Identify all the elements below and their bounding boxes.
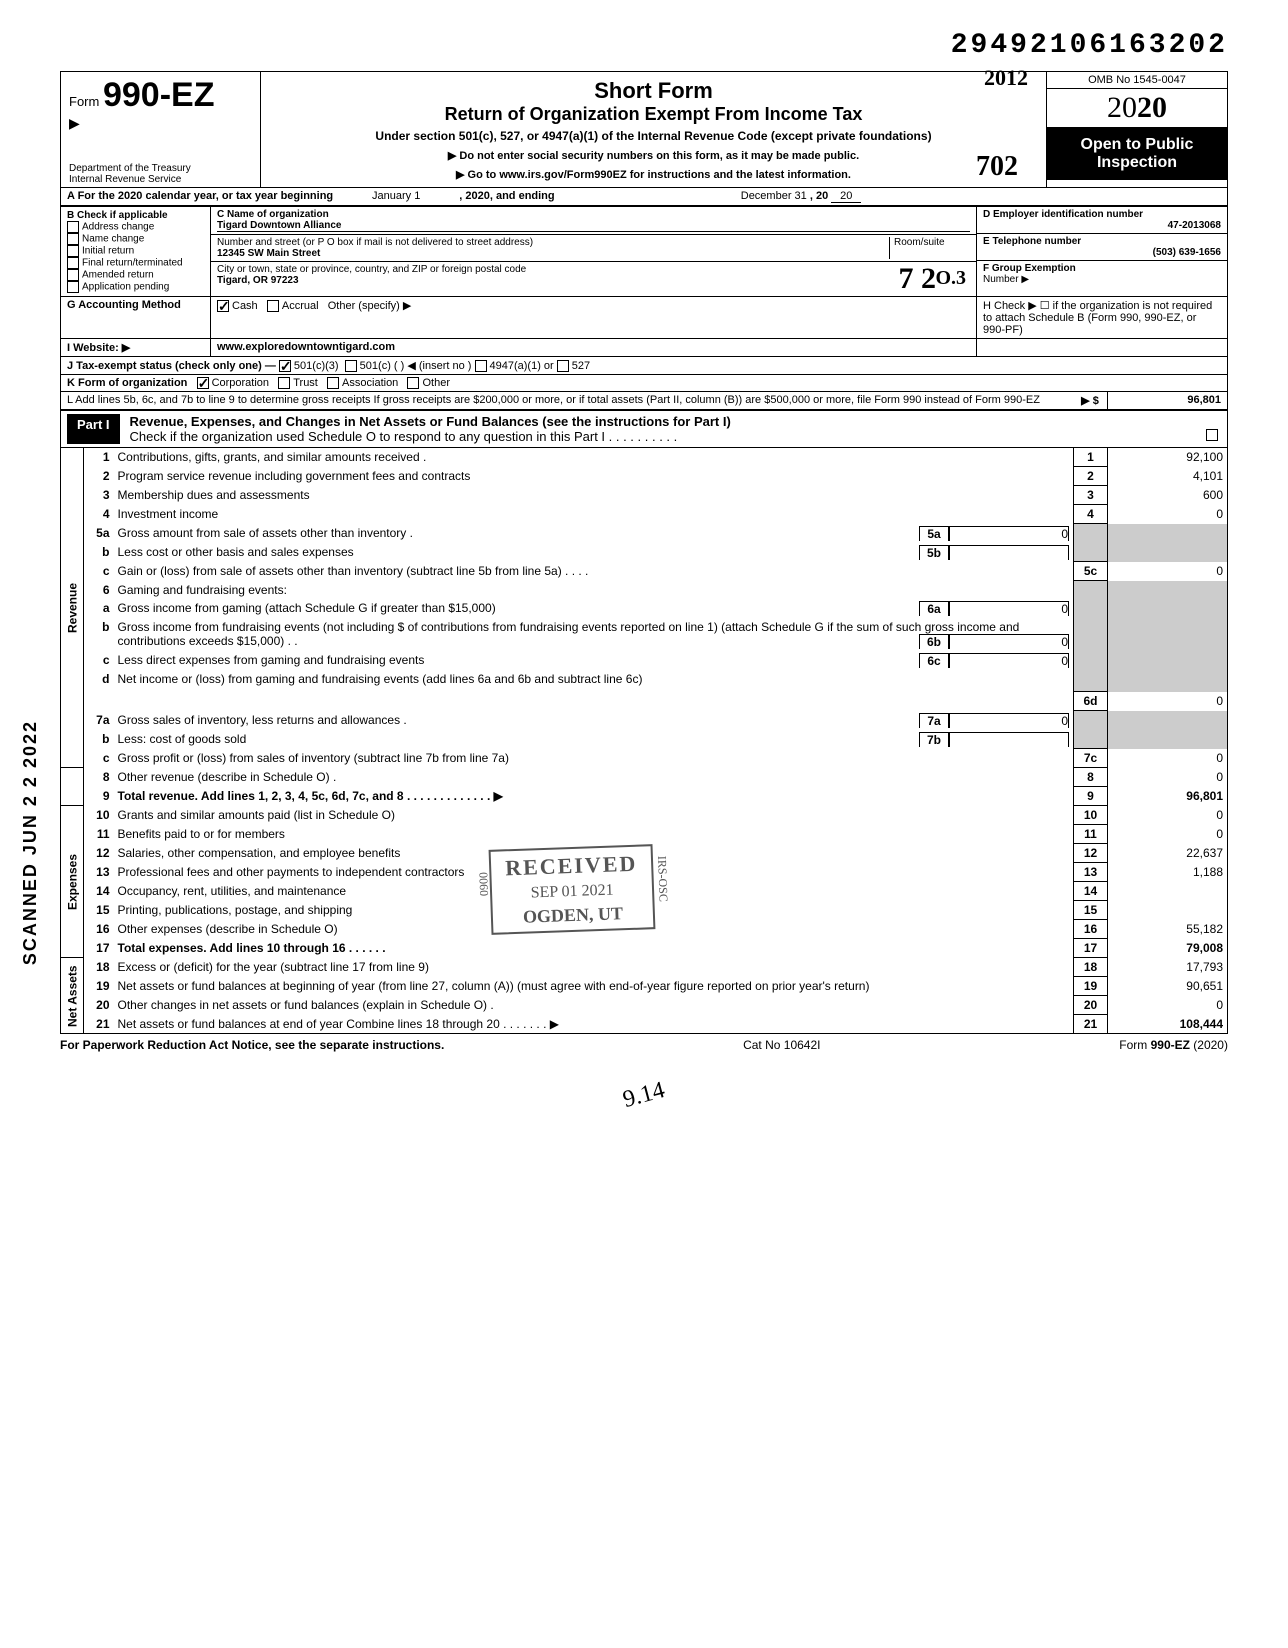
checkbox-initial-return: Initial return xyxy=(67,245,204,257)
line-g-h: G Accounting Method Cash Accrual Other (… xyxy=(60,296,1228,338)
dept-treasury: Department of the Treasury xyxy=(69,163,191,174)
accrual-checkbox[interactable] xyxy=(267,300,279,312)
omb-number: OMB No 1545-0047 xyxy=(1047,72,1227,89)
cash-checkbox[interactable] xyxy=(217,300,229,312)
line-j: J Tax-exempt status (check only one) — 5… xyxy=(60,356,1228,374)
open-inspection: Open to Public Inspection xyxy=(1047,128,1227,180)
line-l: L Add lines 5b, 6c, and 7b to line 9 to … xyxy=(60,391,1228,410)
checkbox-final-return-terminated: Final return/terminated xyxy=(67,257,204,269)
form-title: Short Form xyxy=(269,78,1038,104)
corp-checkbox[interactable] xyxy=(197,377,209,389)
checkbox-application-pending: Application pending xyxy=(67,281,204,293)
section-b-label: B Check if applicable xyxy=(67,210,168,221)
part1-header: Part I Revenue, Expenses, and Changes in… xyxy=(60,410,1228,447)
form-number: 990-EZ xyxy=(103,76,215,114)
line-a: A For the 2020 calendar year, or tax yea… xyxy=(60,187,1228,206)
netassets-label: Net Assets xyxy=(61,958,84,1034)
org-city: Tigard, OR 97223 xyxy=(217,275,299,286)
handwritten-702: 702 xyxy=(976,151,1018,183)
form-header: Form 990-EZ ▶ Department of the Treasury… xyxy=(60,71,1228,187)
received-stamp: RECEIVED SEP 01 2021 OGDEN, UT IRS-OSC 0… xyxy=(489,844,656,935)
checkbox-address-change: Address change xyxy=(67,221,204,233)
line-i: I Website: ▶ www.exploredowntowntigard.c… xyxy=(60,338,1228,356)
telephone: (503) 639-1656 xyxy=(983,247,1221,258)
revenue-label: Revenue xyxy=(61,448,84,768)
form-year: 20202020 xyxy=(1047,89,1227,128)
form-under: Under section 501(c), 527, or 4947(a)(1)… xyxy=(269,129,1038,143)
ein: 47-2013068 xyxy=(983,220,1221,231)
expenses-label: Expenses xyxy=(61,806,84,958)
document-id: 29492106163202 xyxy=(60,30,1228,61)
checkbox-amended-return: Amended return xyxy=(67,269,204,281)
form-note1: ▶ Do not enter social security numbers o… xyxy=(269,149,1038,162)
form-subtitle: Return of Organization Exempt From Incom… xyxy=(269,104,1038,125)
org-address: 12345 SW Main Street xyxy=(217,248,320,259)
line-k: K Form of organization Corporation Trust… xyxy=(60,374,1228,391)
handwritten-year: 2012 xyxy=(984,65,1028,91)
form-note2: ▶ Go to www.irs.gov/Form990EZ for instru… xyxy=(269,168,1038,181)
dept-irs: Internal Revenue Service xyxy=(69,174,191,185)
scanned-stamp: SCANNED JUN 2 2 2022 xyxy=(20,720,41,965)
page-footer: For Paperwork Reduction Act Notice, see … xyxy=(60,1038,1228,1052)
checkbox-name-change: Name change xyxy=(67,233,204,245)
org-name: Tigard Downtown Alliance xyxy=(217,220,970,232)
501c3-checkbox[interactable] xyxy=(279,360,291,372)
lines-table: Revenue 1Contributions, gifts, grants, a… xyxy=(60,447,1228,1034)
website: www.exploredowntowntigard.com xyxy=(217,341,395,353)
section-bcd: B Check if applicable Address changeName… xyxy=(60,206,1228,296)
